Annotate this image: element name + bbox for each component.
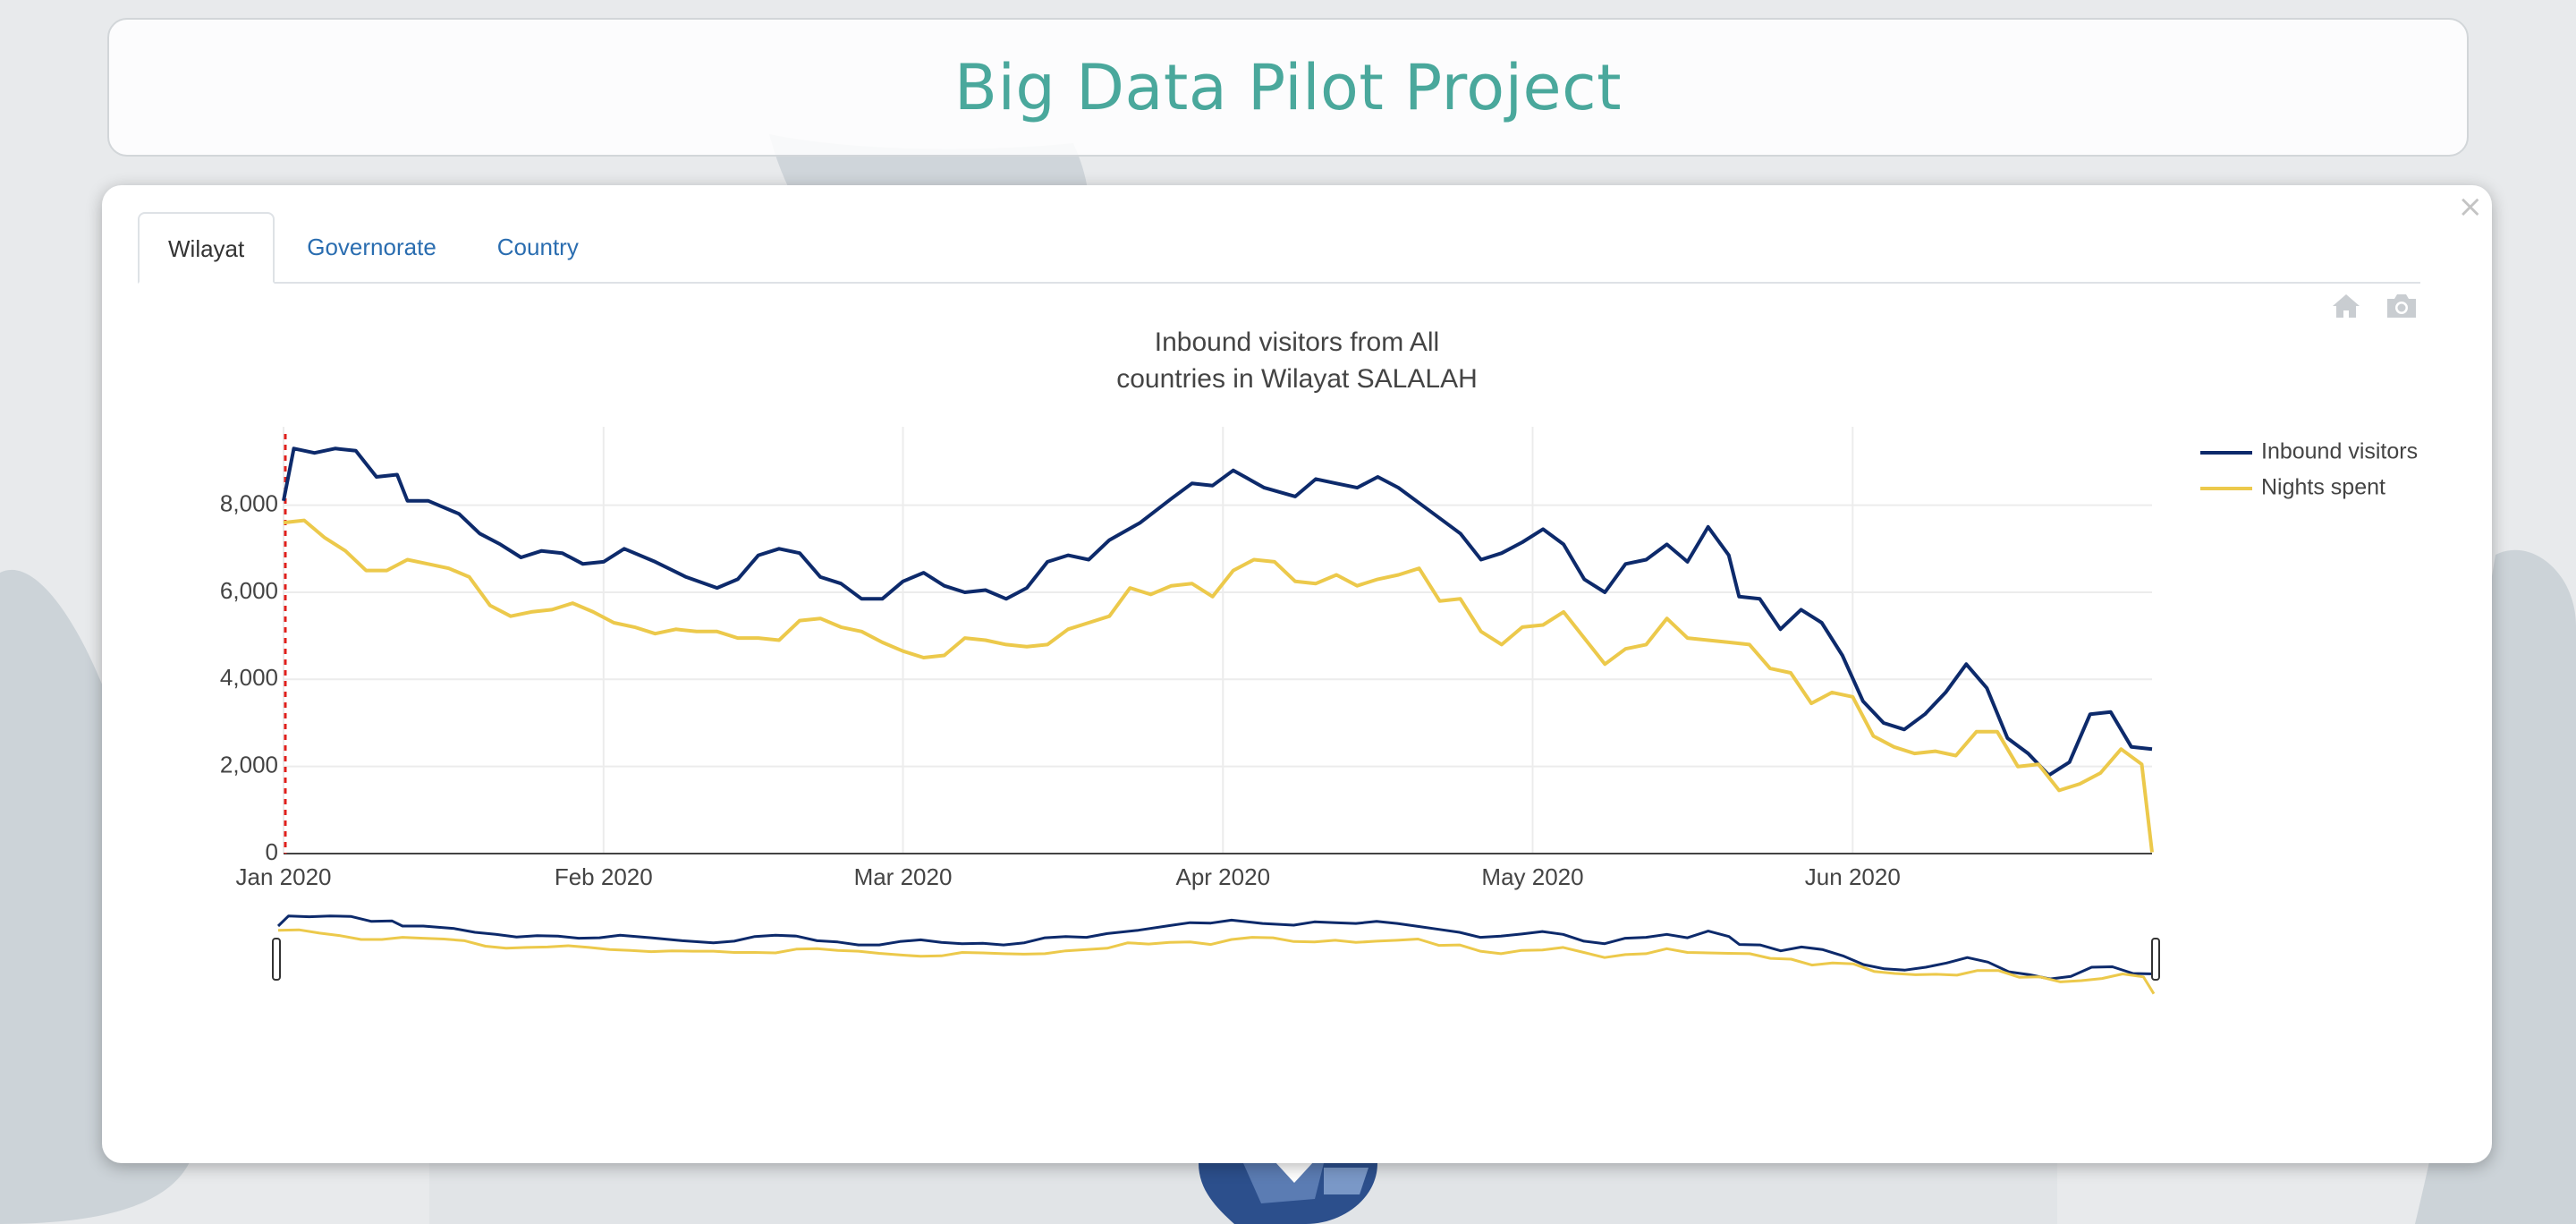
close-icon[interactable]: × — [2457, 189, 2484, 225]
plot-area — [282, 434, 2154, 854]
popup-pointer — [1275, 1161, 1314, 1183]
tab-bar: Wilayat Governorate Country — [138, 210, 2420, 284]
chart-modebar — [2327, 291, 2420, 321]
y-tick-label: 2,000 — [220, 752, 278, 778]
range-slider-left-handle[interactable] — [272, 938, 281, 981]
range-slider[interactable] — [272, 914, 2160, 995]
chart-title-line-2: countries in Wilayat SALALAH — [1116, 364, 1478, 394]
series-line-nights-spent — [283, 518, 2154, 853]
y-tick-label: 6,000 — [220, 577, 278, 604]
header-banner: Big Data Pilot Project — [107, 18, 2469, 157]
x-tick-label: Feb 2020 — [555, 863, 653, 890]
series-line-inbound-visitors — [282, 446, 2153, 778]
page-title: Big Data Pilot Project — [953, 50, 1623, 124]
y-tick-label: 8,000 — [220, 489, 278, 516]
chart-legend: Inbound visitors Nights spent — [2200, 439, 2418, 500]
line-chart: Inbound visitors from All countries in W… — [220, 327, 2418, 995]
x-axis: Jan 2020 Feb 2020 Mar 2020 Apr 2020 May 2020… — [236, 863, 1901, 890]
range-slider-right-handle[interactable] — [2151, 938, 2160, 981]
legend-item[interactable]: Nights spent — [2200, 475, 2385, 500]
camera-icon[interactable] — [2383, 291, 2420, 321]
home-icon[interactable] — [2327, 291, 2365, 321]
x-tick-label: Jun 2020 — [1805, 863, 1901, 890]
slider-line-nights-spent — [277, 928, 2156, 995]
tab-wilayat[interactable]: Wilayat — [138, 212, 275, 284]
map-popup: × Wilayat Governorate Country Inbound vi… — [102, 185, 2492, 1163]
x-tick-label: Mar 2020 — [854, 863, 953, 890]
x-tick-label: May 2020 — [1481, 863, 1583, 890]
y-tick-label: 0 — [266, 838, 278, 865]
chart-grid — [283, 427, 2152, 854]
x-tick-label: Jan 2020 — [236, 863, 332, 890]
y-tick-label: 4,000 — [220, 664, 278, 691]
tab-governorate[interactable]: Governorate — [307, 234, 436, 260]
legend-label: Nights spent — [2261, 475, 2385, 500]
slider-line-inbound-visitors — [276, 914, 2155, 981]
x-tick-label: Apr 2020 — [1176, 863, 1271, 890]
chart-title-line-1: Inbound visitors from All — [1155, 327, 1439, 357]
tab-country[interactable]: Country — [496, 234, 579, 260]
y-axis: 0 2,000 4,000 6,000 8,000 — [220, 489, 278, 864]
legend-label: Inbound visitors — [2261, 439, 2418, 464]
legend-item[interactable]: Inbound visitors — [2200, 439, 2418, 464]
